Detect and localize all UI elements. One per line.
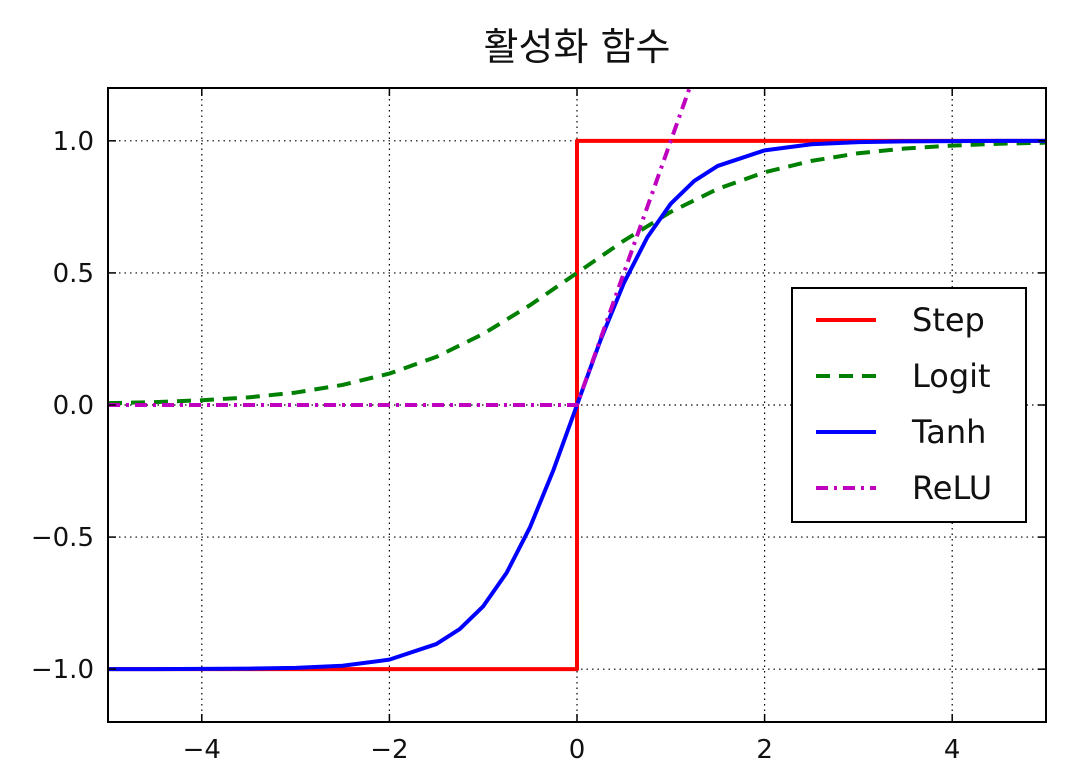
series-lines — [108, 88, 1046, 672]
y-tick-label: −0.5 — [31, 523, 94, 553]
axis-ticks: −4 −2 0 2 4 −1.0 −0.5 0.0 0.5 1.0 — [31, 88, 1046, 765]
legend-label-step: Step — [912, 301, 985, 339]
chart-title: 활성화 함수 — [484, 25, 671, 69]
series-logit-line — [108, 140, 1046, 406]
x-tick-label: 4 — [944, 735, 961, 765]
legend: Step Logit Tanh ReLU — [791, 287, 1027, 523]
x-tick-label: 0 — [569, 735, 586, 765]
y-tick-label: −1.0 — [31, 655, 94, 685]
y-tick-label: 0.5 — [53, 259, 94, 289]
series-relu-line — [108, 88, 692, 407]
y-tick-label: 0.0 — [53, 391, 94, 421]
x-tick-label: −4 — [183, 735, 221, 765]
legend-label-logit: Logit — [912, 357, 991, 395]
x-tick-label: 2 — [756, 735, 773, 765]
y-tick-label: 1.0 — [53, 127, 94, 157]
legend-label-tanh: Tanh — [911, 413, 986, 451]
legend-box — [791, 287, 1027, 523]
x-tick-label: −2 — [370, 735, 408, 765]
legend-label-relu: ReLU — [912, 469, 992, 507]
